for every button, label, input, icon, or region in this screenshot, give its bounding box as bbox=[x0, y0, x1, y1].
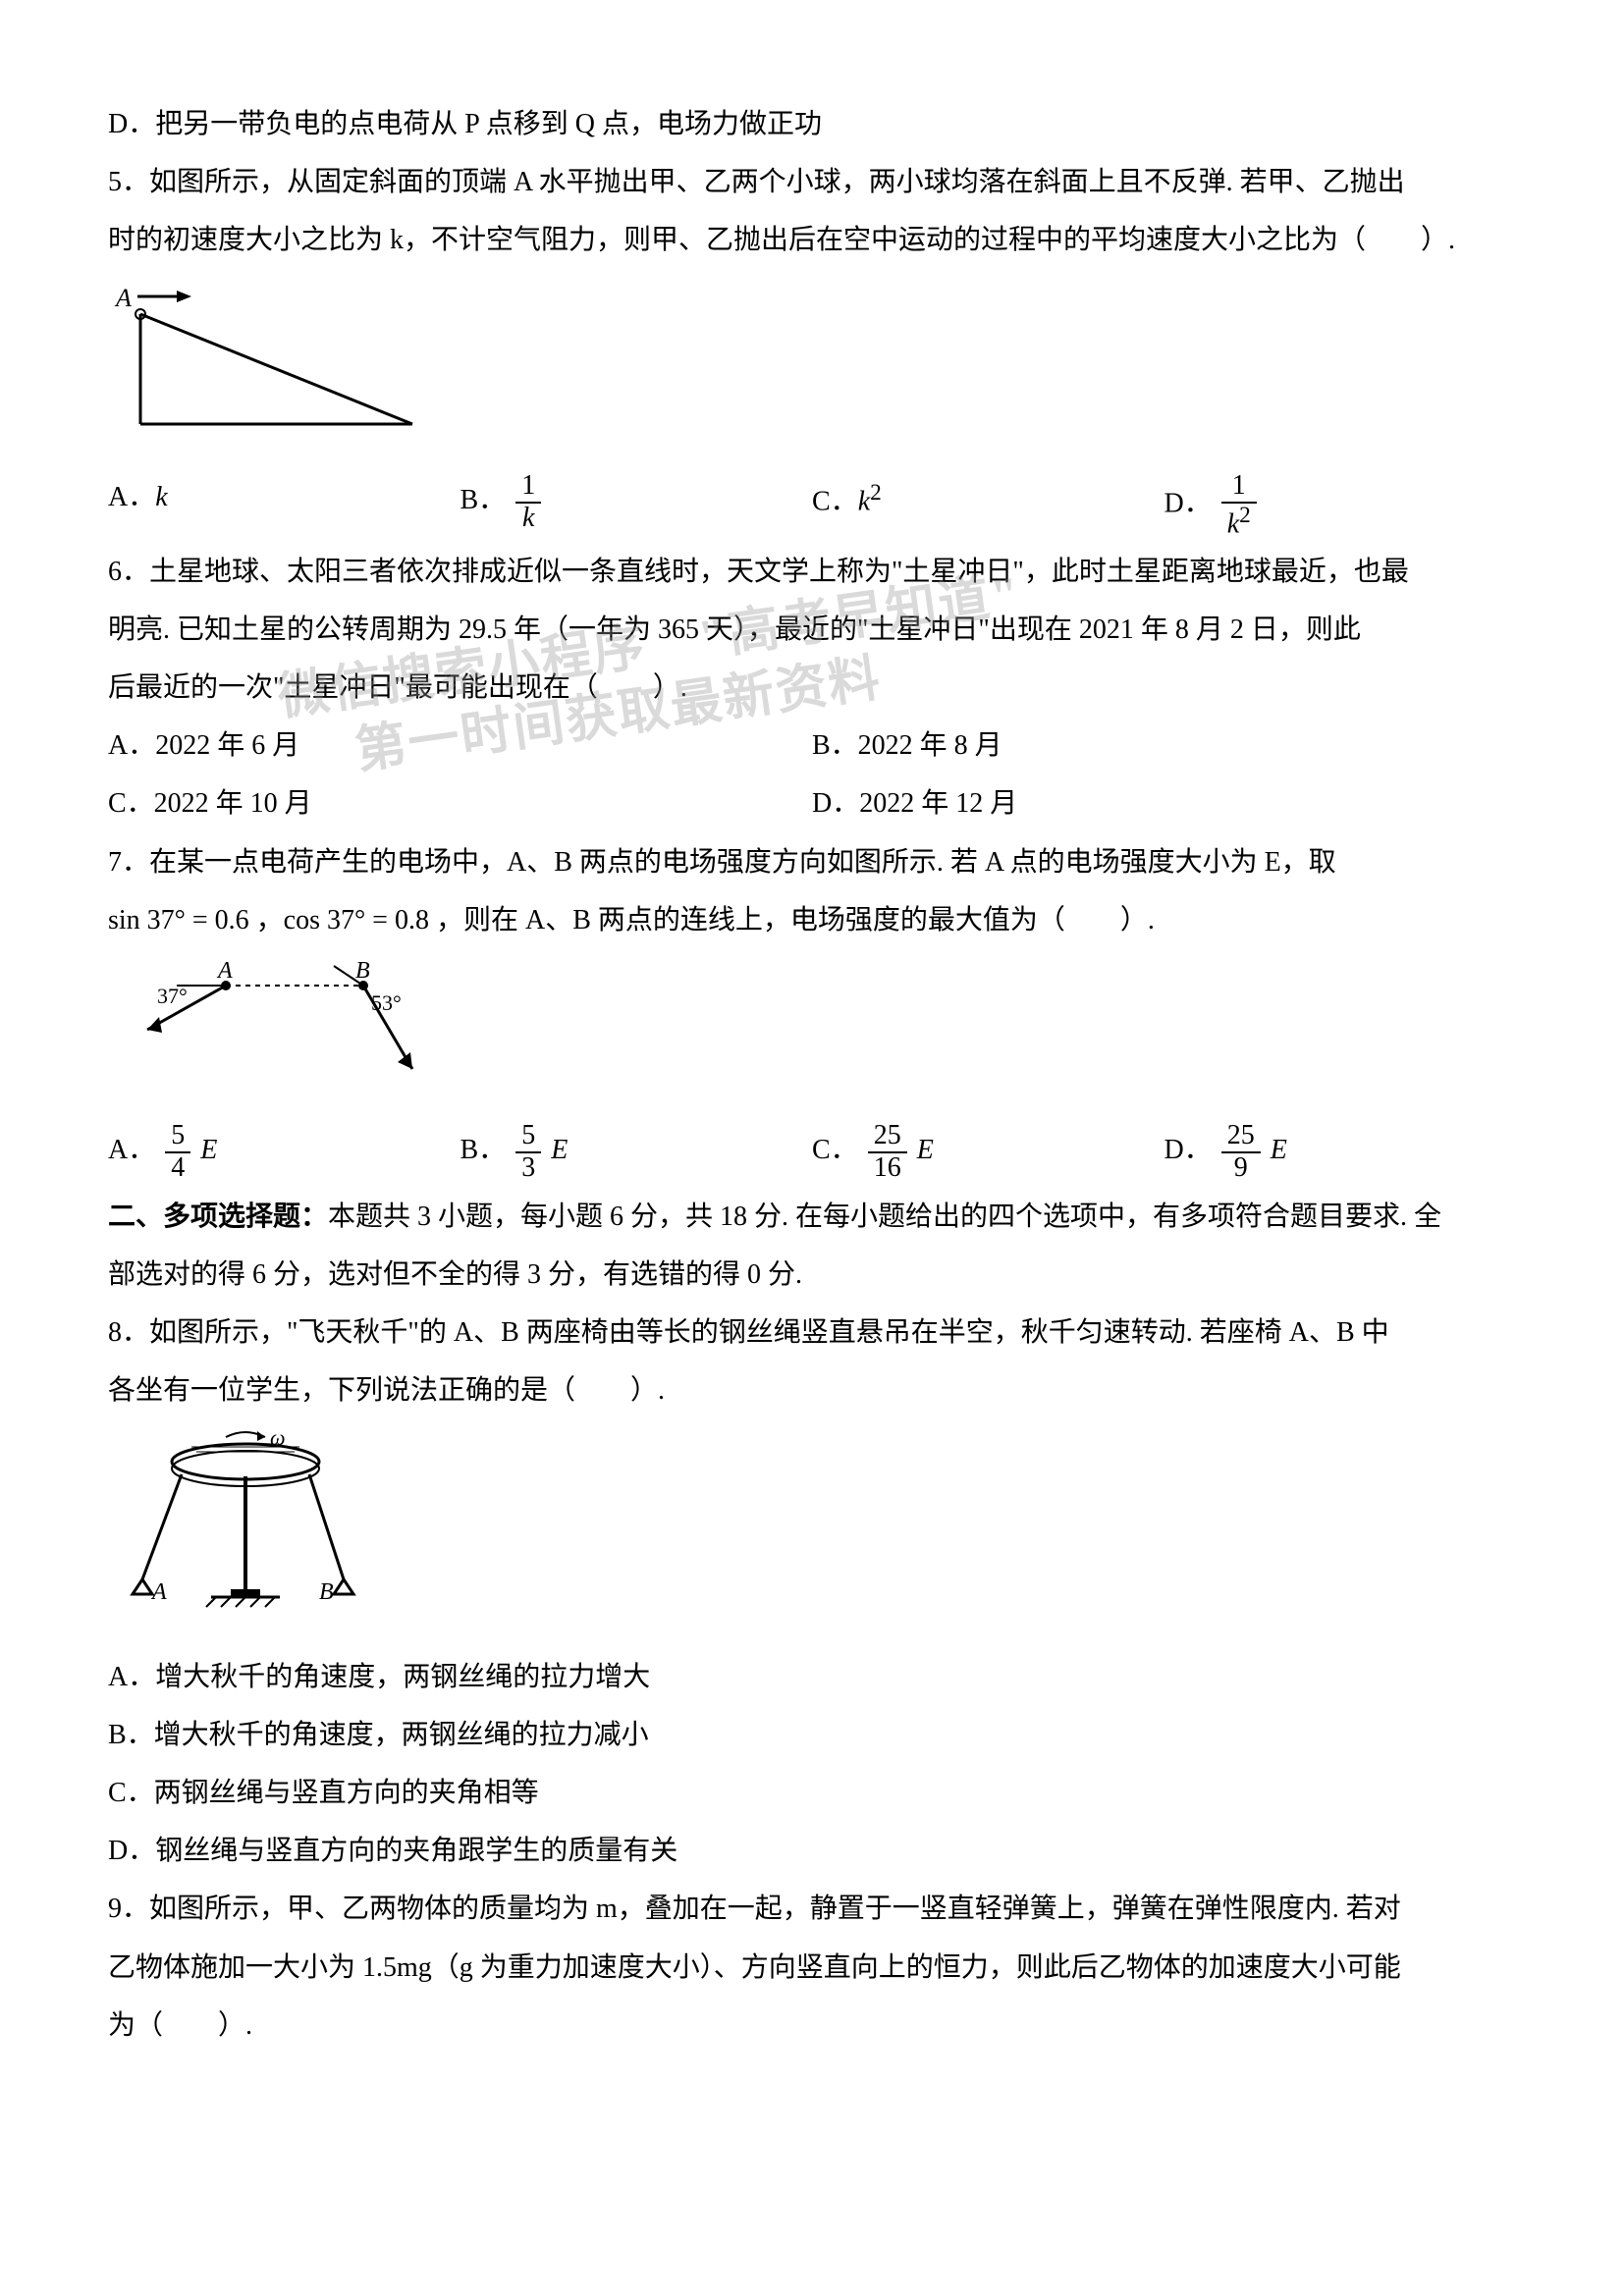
q8-option-b: B．增大秋千的角速度，两钢丝绳的拉力减小 bbox=[108, 1709, 1516, 1761]
q5-options: A．k B． 1 k C．k2 D． 1 k2 bbox=[108, 471, 1516, 540]
section2-line2: 部选对的得 6 分，选对但不全的得 3 分，有选错的得 0 分. bbox=[108, 1249, 1516, 1301]
rope-a bbox=[142, 1474, 182, 1579]
q8-stem-line1: 8．如图所示，"飞天秋千"的 A、B 两座椅由等长的钢丝绳竖直悬吊在半空，秋千匀… bbox=[108, 1307, 1516, 1359]
q7-label-a: A bbox=[216, 958, 233, 984]
q7-angle-b: 53° bbox=[371, 990, 402, 1015]
section2-heading-line: 二、多项选择题：本题共 3 小题，每小题 6 分，共 18 分. 在每小题给出的… bbox=[108, 1190, 1516, 1243]
q4-option-d: D．把另一带负电的点电荷从 P 点移到 Q 点，电场力做正功 bbox=[108, 98, 1516, 150]
q6-options-row2: C．2022 年 10 月 D．2022 年 12 月 bbox=[108, 777, 1516, 829]
hypotenuse bbox=[140, 314, 412, 424]
q9-stem-line2: 乙物体施加一大小为 1.5mg（g 为重力加速度大小）、方向竖直向上的恒力，则此… bbox=[108, 1942, 1516, 1994]
q5-label-a: A bbox=[114, 284, 132, 312]
q7-option-a: A． 54 E bbox=[108, 1121, 460, 1184]
disk-top bbox=[172, 1444, 319, 1479]
rope-b bbox=[309, 1474, 344, 1579]
q5-option-b: B． 1 k bbox=[460, 471, 813, 540]
q6-option-b: B．2022 年 8 月 bbox=[812, 720, 1516, 772]
q6-options-row1: A．2022 年 6 月 B．2022 年 8 月 bbox=[108, 720, 1516, 772]
q9-stem-line1: 9．如图所示，甲、乙两物体的质量均为 m，叠加在一起，静置于一竖直轻弹簧上，弹簧… bbox=[108, 1883, 1516, 1935]
q8-label-b: B bbox=[319, 1579, 334, 1605]
q7-option-b: B． 53 E bbox=[460, 1121, 813, 1184]
q7-diagram: A 37° B 53° bbox=[108, 956, 1516, 1111]
q5-option-c: C．k2 bbox=[812, 471, 1164, 540]
fraction: 1 k bbox=[515, 471, 541, 534]
q7-stem-line2: sin 37° = 0.6 ，cos 37° = 0.8 ，则在 A、B 两点的… bbox=[108, 894, 1516, 946]
fraction: 1 k2 bbox=[1221, 471, 1257, 540]
q8-omega: ω bbox=[270, 1427, 286, 1450]
q4-option-d-text: D．把另一带负电的点电荷从 P 点移到 Q 点，电场力做正功 bbox=[108, 109, 822, 139]
q7-options: A． 54 E B． 53 E C． 2516 E D． 259 E bbox=[108, 1121, 1516, 1184]
arrow-head bbox=[177, 291, 191, 302]
q8-stem-line2: 各坐有一位学生，下列说法正确的是（ ）. bbox=[108, 1364, 1516, 1416]
q6-stem-line2: 明亮. 已知土星的公转周期为 29.5 年（一年为 365 天），最近的"土星冲… bbox=[108, 604, 1516, 656]
seat-a bbox=[133, 1579, 152, 1594]
arrow-a bbox=[147, 1017, 162, 1033]
q7-label-b: B bbox=[355, 958, 370, 984]
q7-stem-line1: 7．在某一点电荷产生的电场中，A、B 两点的电场强度方向如图所示. 若 A 点的… bbox=[108, 836, 1516, 888]
seat-b bbox=[334, 1579, 353, 1594]
q5-stem-line1: 5．如图所示，从固定斜面的顶端 A 水平抛出甲、乙两个小球，两小球均落在斜面上且… bbox=[108, 156, 1516, 208]
q5-option-a: A．k bbox=[108, 471, 460, 540]
q8-label-a: A bbox=[150, 1579, 167, 1605]
q8-diagram: ω A B bbox=[108, 1427, 1516, 1641]
q5-stem-line2: 时的初速度大小之比为 k，不计空气阻力，则甲、乙抛出后在空中运动的过程中的平均速… bbox=[108, 214, 1516, 266]
q8-option-c: C．两钢丝绳与竖直方向的夹角相等 bbox=[108, 1767, 1516, 1819]
q8-option-a: A．增大秋千的角速度，两钢丝绳的拉力增大 bbox=[108, 1651, 1516, 1703]
section2-heading: 二、多项选择题： bbox=[108, 1201, 328, 1231]
q7-option-c: C． 2516 E bbox=[812, 1121, 1164, 1184]
swing-diagram-svg: ω A B bbox=[108, 1427, 383, 1624]
watermark-line2: 第一时间获取最新资料 bbox=[350, 631, 889, 801]
q8-option-d: D．钢丝绳与竖直方向的夹角跟学生的质量有关 bbox=[108, 1825, 1516, 1877]
q6-option-d: D．2022 年 12 月 bbox=[812, 777, 1516, 829]
q7-option-d: D． 259 E bbox=[1164, 1121, 1517, 1184]
q7-angle-a: 37° bbox=[157, 984, 188, 1008]
q5-diagram: A bbox=[108, 277, 1516, 461]
q6-stem-line1: 6．土星地球、太阳三者依次排成近似一条直线时，天文学上称为"土星冲日"，此时土星… bbox=[108, 546, 1516, 598]
q9-stem-line3: 为（ ）. bbox=[108, 2000, 1516, 2052]
triangle-diagram-svg: A bbox=[108, 277, 442, 444]
q6-option-a: A．2022 年 6 月 bbox=[108, 720, 812, 772]
q5-option-d: D． 1 k2 bbox=[1164, 471, 1517, 540]
vector-diagram-svg: A 37° B 53° bbox=[108, 956, 461, 1094]
q6-option-c: C．2022 年 10 月 bbox=[108, 777, 812, 829]
q6-stem-line3: 后最近的一次"土星冲日"最可能出现在（ ）. bbox=[108, 662, 1516, 714]
